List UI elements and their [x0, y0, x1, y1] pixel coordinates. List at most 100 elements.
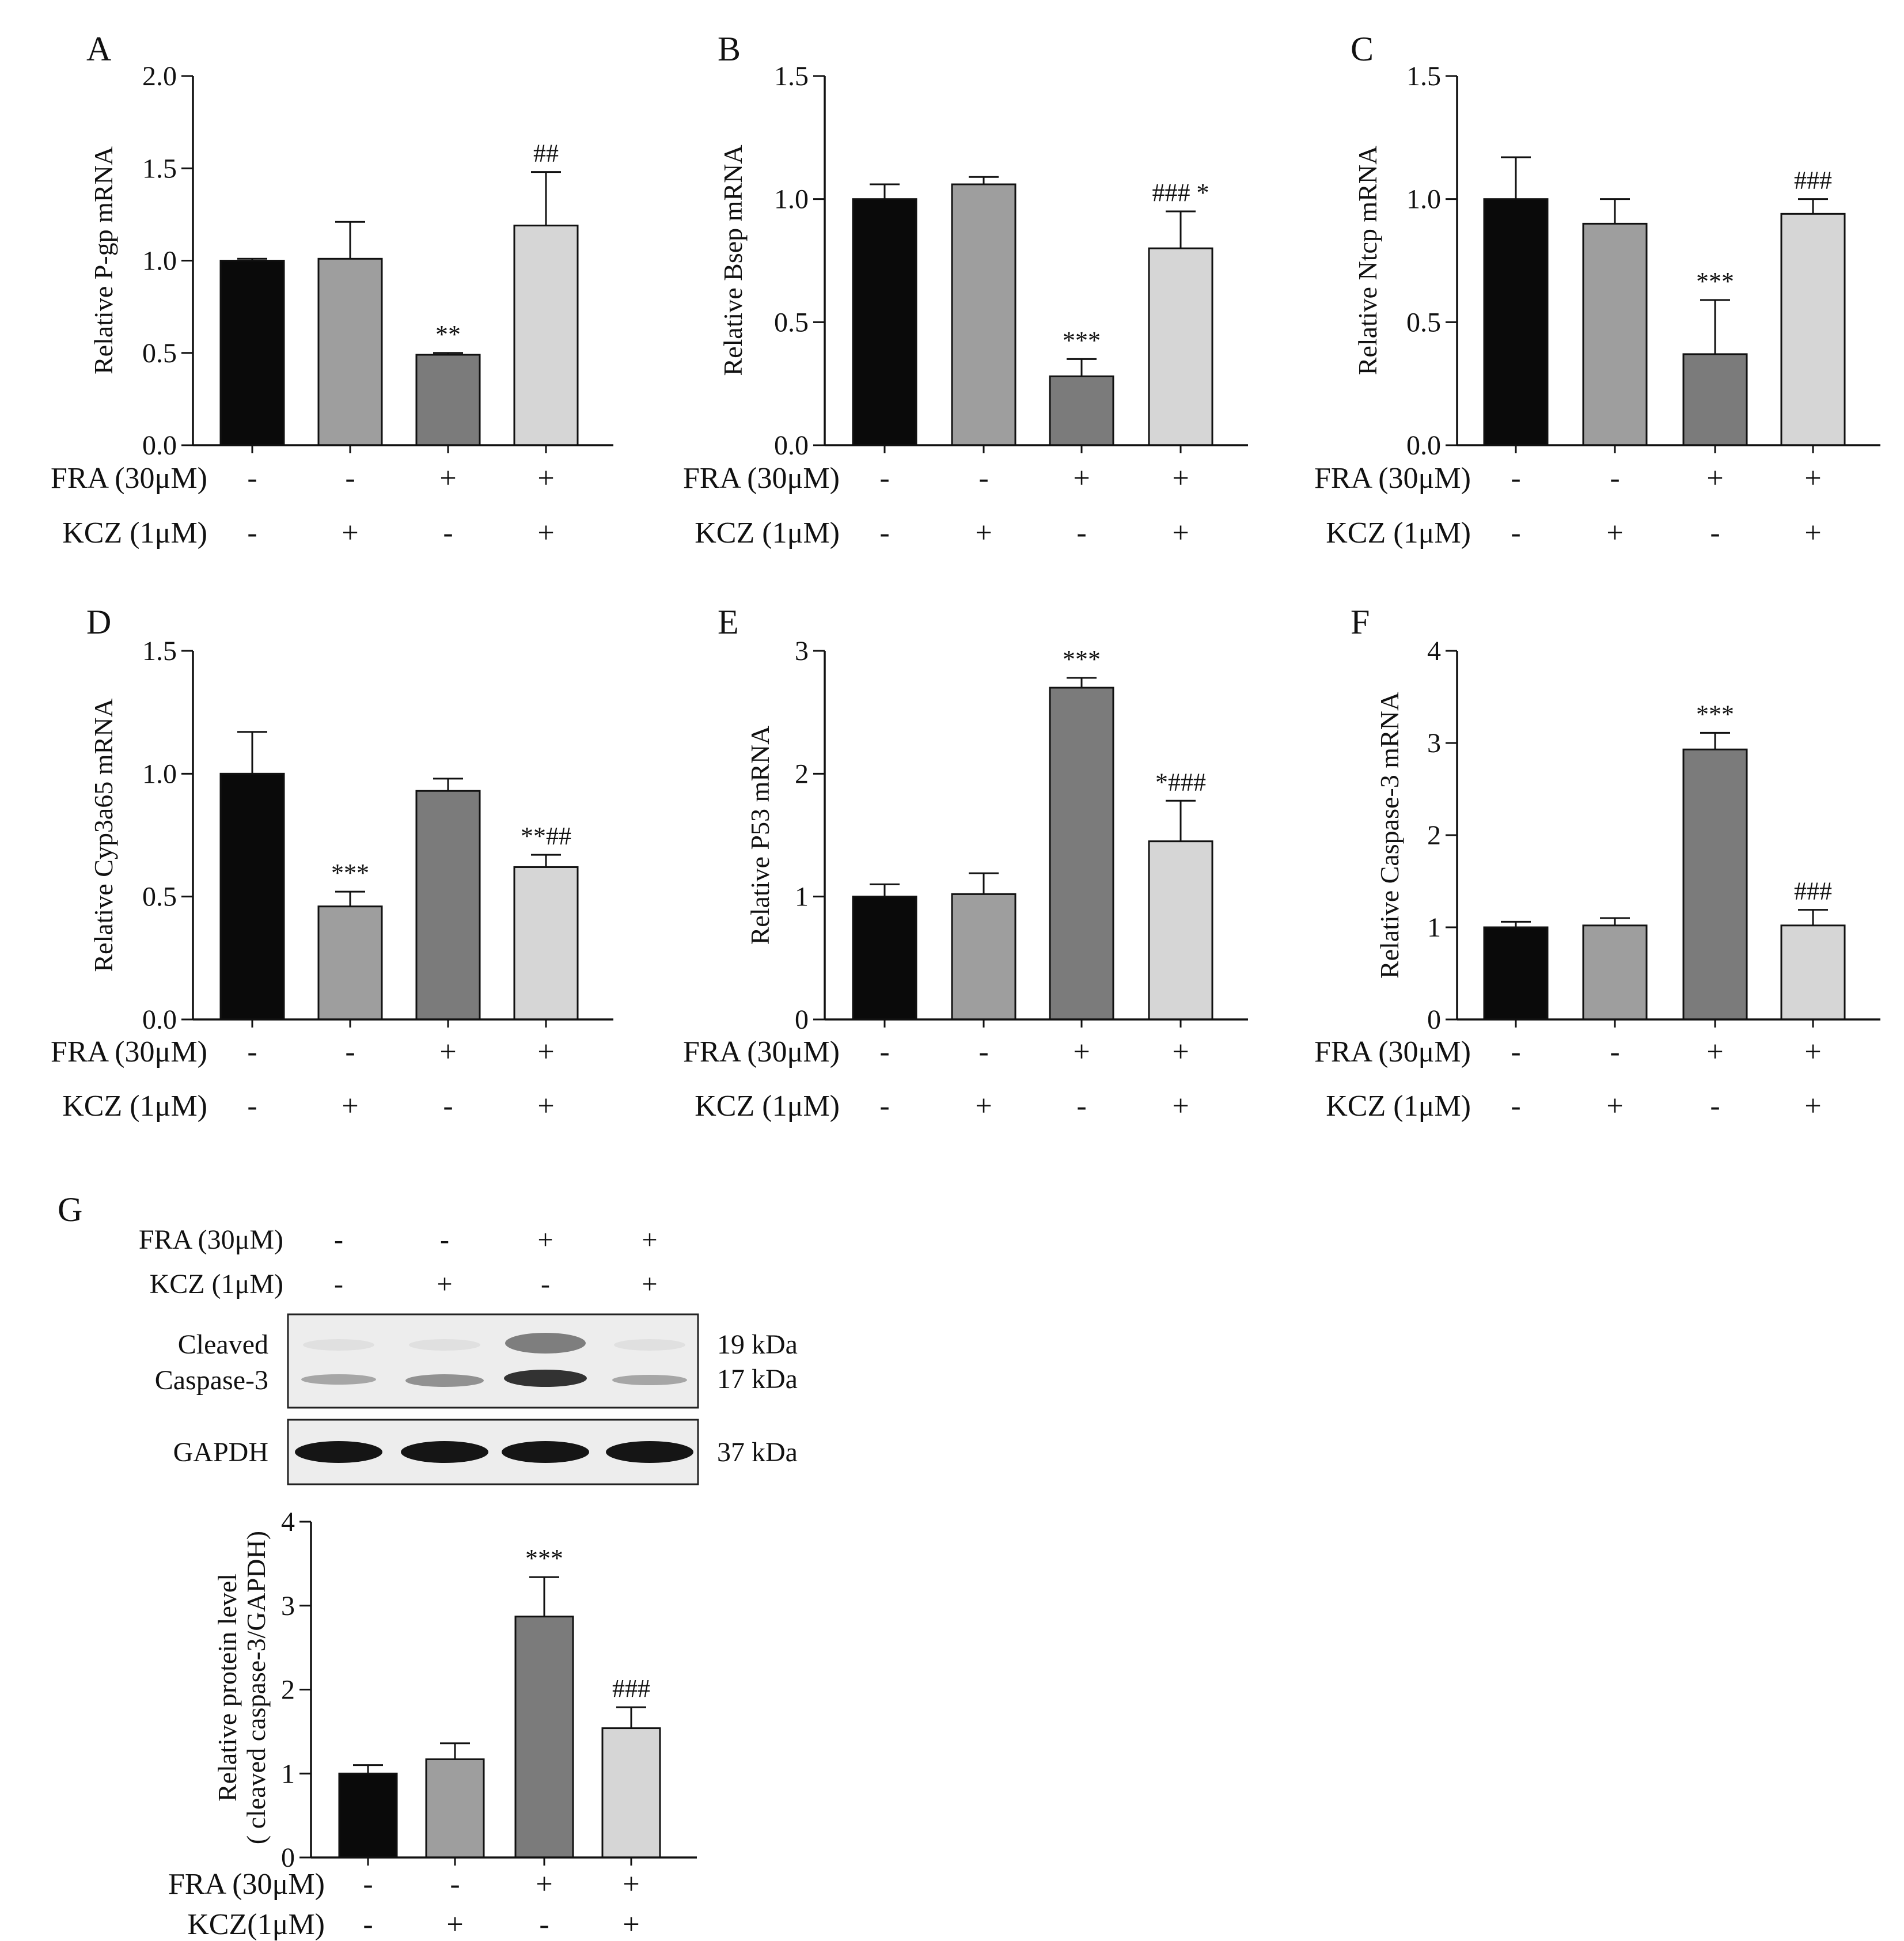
y-tick-label-c-2: 1.0	[1406, 184, 1441, 215]
bar-c-3	[1682, 353, 1748, 446]
significance-c-4: ###	[1794, 166, 1832, 195]
y-tick-label-e-2: 2	[795, 759, 809, 789]
kcz-sign-d-1: -	[247, 1090, 257, 1123]
kcz-label-d: KCZ (1μM)	[62, 1090, 207, 1123]
fra-label-d: FRA (30μM)	[51, 1036, 207, 1068]
fra-sign-b-3: +	[1073, 462, 1090, 495]
fra-sign-b-2: -	[978, 462, 988, 495]
y-tick-label-b-2: 1.0	[774, 184, 809, 215]
y-tick-label-g-0: 0	[281, 1843, 295, 1873]
kcz-sign-b-3: -	[1076, 517, 1086, 549]
kcz-label-e: KCZ (1μM)	[695, 1090, 840, 1123]
fra-sign-a-3: +	[439, 462, 456, 495]
y-axis-label-b: Relative Bsep mRNA	[718, 145, 748, 376]
bar-d-2	[317, 905, 383, 1021]
kcz-sign-g-1: -	[363, 1908, 373, 1941]
fra-sign-d-2: -	[345, 1036, 355, 1068]
blot-caspase3-frame	[287, 1313, 699, 1409]
y-tick-label-c-3: 1.5	[1406, 61, 1441, 92]
kcz-sign-a-4: +	[537, 517, 554, 549]
fra-label-b: FRA (30μM)	[683, 462, 840, 495]
kcz-sign-e-2: +	[975, 1090, 992, 1123]
blot-fra-sign-1: -	[334, 1225, 343, 1255]
kcz-label-f: KCZ (1μM)	[1326, 1090, 1471, 1123]
y-tick-label-b-1: 0.5	[774, 307, 809, 338]
chart-g: *** ### 0 1 2 3 4 Relative protein level( cleav…	[168, 1507, 697, 1941]
bar-f-4	[1780, 924, 1846, 1021]
fra-sign-a-1: -	[247, 462, 257, 495]
bar-e-1	[852, 896, 917, 1021]
bar-c-2	[1582, 222, 1648, 446]
bar-c-4	[1780, 213, 1846, 446]
kcz-sign-g-4: +	[623, 1908, 639, 1941]
significance-b-3: ***	[1063, 326, 1101, 354]
y-tick-label-d-3: 1.5	[142, 636, 177, 666]
panel-label-d: D	[86, 603, 111, 641]
fra-label-a: FRA (30μM)	[51, 462, 207, 495]
y-axis-label-f: Relative Caspase-3 mRNA	[1375, 692, 1404, 979]
chart-a: ** ## 0.0 0.5 1.0 1.5 2.0 Relative P-gp mRNA FRA…	[51, 61, 613, 549]
chart-d: *** **## 0.0 0.5 1.0 1.5 Relative Cyp3a65 mRNA…	[51, 636, 613, 1123]
bar-g-3	[514, 1616, 574, 1859]
chart-f: *** ### 0 1 2 3 4 Relative Caspase-3 mRNA FRA (3…	[1314, 636, 1880, 1123]
fra-label-g: FRA (30μM)	[168, 1868, 325, 1901]
kcz-sign-c-1: -	[1511, 517, 1520, 549]
significance-b-4: ### *	[1152, 179, 1209, 207]
kcz-sign-e-4: +	[1172, 1090, 1189, 1123]
chart-e: *** *### 0 1 2 3 Relative P53 mRNA FRA (30μM) KC…	[683, 636, 1248, 1123]
fra-sign-e-3: +	[1073, 1036, 1090, 1068]
panel-label-f: F	[1351, 603, 1370, 641]
fra-sign-b-1: -	[879, 462, 889, 495]
bar-g-4	[601, 1727, 661, 1859]
bar-a-2	[317, 257, 383, 446]
blot-fra-sign-4: +	[642, 1225, 657, 1255]
kcz-sign-a-1: -	[247, 517, 257, 549]
fra-sign-f-1: -	[1511, 1036, 1520, 1068]
fra-sign-f-4: +	[1804, 1036, 1821, 1068]
panel-label-a: A	[86, 30, 111, 68]
blot-fra-sign-3: +	[537, 1225, 553, 1255]
kcz-sign-f-2: +	[1606, 1090, 1623, 1123]
blot-fra-label: FRA (30μM)	[139, 1225, 283, 1255]
blot-kda-17: 17 kDa	[717, 1364, 798, 1394]
kcz-label-g: KCZ(1μM)	[187, 1908, 325, 1941]
kcz-sign-b-1: -	[879, 517, 889, 549]
bar-b-3	[1049, 375, 1114, 446]
panel-label-c: C	[1351, 30, 1374, 68]
bar-b-1	[852, 198, 917, 446]
blot-fra-sign-2: -	[440, 1225, 449, 1255]
band-gapdh-lane3	[502, 1441, 589, 1463]
bar-f-2	[1582, 924, 1648, 1021]
y-tick-label-b-0: 0.0	[774, 430, 809, 461]
bar-b-4	[1148, 247, 1213, 446]
band-gapdh-lane4	[606, 1441, 693, 1463]
significance-f-3: ***	[1696, 700, 1734, 728]
bar-a-3	[415, 354, 481, 446]
significance-f-4: ###	[1794, 877, 1832, 905]
bar-d-3	[415, 790, 481, 1021]
fra-sign-d-3: +	[439, 1036, 456, 1068]
significance-d-4: **##	[521, 822, 571, 850]
significance-g-3: ***	[525, 1544, 563, 1572]
y-tick-label-f-0: 0	[1427, 1004, 1441, 1035]
y-tick-label-g-4: 4	[281, 1507, 295, 1537]
fra-sign-g-1: -	[363, 1868, 373, 1901]
fra-sign-e-4: +	[1172, 1036, 1189, 1068]
bar-g-1	[338, 1772, 398, 1859]
bar-a-4	[513, 225, 579, 446]
band-17kda-lane2	[405, 1374, 484, 1387]
fra-sign-e-1: -	[879, 1036, 889, 1068]
fra-sign-d-1: -	[247, 1036, 257, 1068]
kcz-sign-f-1: -	[1511, 1090, 1520, 1123]
fra-label-f: FRA (30μM)	[1314, 1036, 1471, 1068]
y-tick-label-d-2: 1.0	[142, 759, 177, 789]
kcz-sign-c-4: +	[1804, 517, 1821, 549]
y-tick-label-f-2: 2	[1427, 820, 1441, 851]
kcz-sign-b-2: +	[975, 517, 992, 549]
bar-e-2	[951, 893, 1017, 1021]
panel-label-e: E	[718, 603, 739, 641]
band-19kda-lane2	[409, 1339, 480, 1351]
fra-sign-c-2: -	[1610, 462, 1619, 495]
kcz-sign-b-4: +	[1172, 517, 1189, 549]
